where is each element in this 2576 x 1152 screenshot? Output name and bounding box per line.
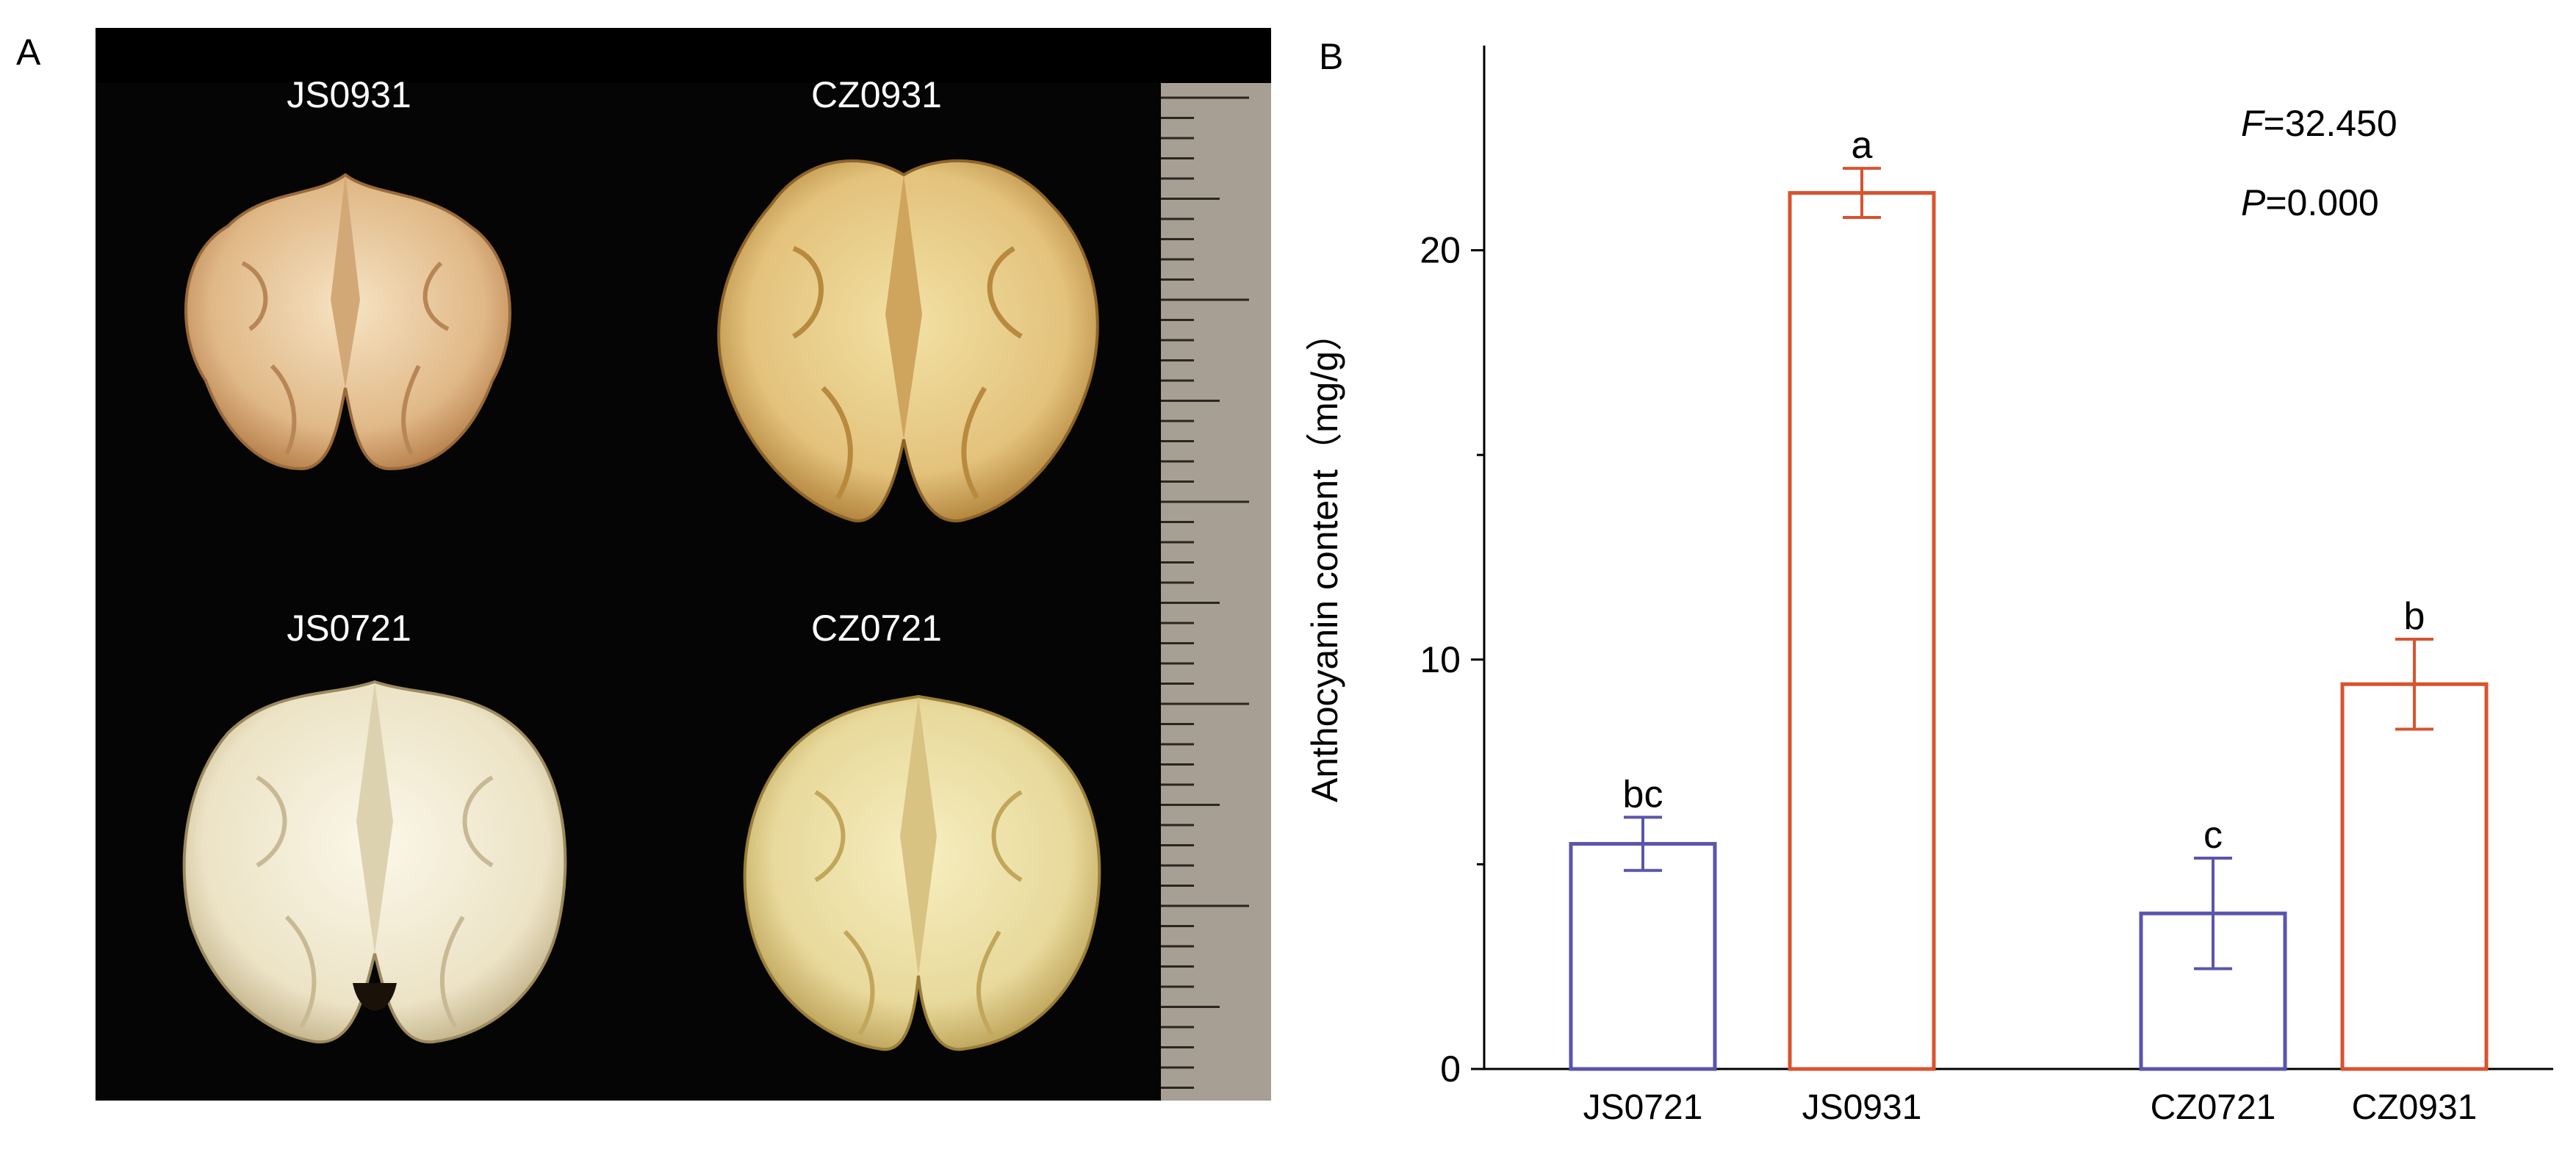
y-tick-label: 0 (1440, 1048, 1461, 1090)
significance-label-js0931: a (1852, 124, 1873, 167)
p-value: P=0.000 (2241, 182, 2379, 223)
walnut-photo-panel: JS0931 CZ0931 JS0721 CZ0721 (96, 28, 1271, 1101)
x-tick-label-js0721: JS0721 (1583, 1088, 1703, 1127)
y-axis-label: Anthocyanin content（mg/g） (1304, 314, 1345, 802)
photo-top-bar (96, 28, 1271, 83)
significance-label-cz0721: c (2203, 814, 2223, 857)
p-symbol: P (2241, 182, 2266, 223)
y-tick-label: 20 (1420, 230, 1461, 271)
photo-label-js0721: JS0721 (287, 608, 411, 649)
panel-b-label: B (1319, 36, 1344, 77)
f-value: =32.450 (2264, 103, 2397, 144)
bar-js0931 (1788, 191, 1936, 1071)
x-tick-label-cz0721: CZ0721 (2151, 1088, 2276, 1127)
bar-js0721 (1569, 842, 1717, 1071)
photo-label-js0931: JS0931 (287, 74, 411, 115)
y-tick-label: 10 (1420, 639, 1461, 680)
walnut-kernel-js0931 (184, 173, 511, 471)
measurement-ruler (1161, 83, 1271, 1101)
photo-label-cz0931: CZ0931 (811, 74, 942, 115)
significance-label-js0721: bc (1623, 773, 1663, 816)
f-statistic: F=32.450 (2241, 103, 2397, 144)
f-symbol: F (2241, 103, 2265, 144)
bar-cz0931 (2340, 682, 2489, 1071)
x-tick-label-cz0931: CZ0931 (2352, 1088, 2478, 1127)
panel-a-label: A (16, 32, 41, 73)
x-tick-label-js0931: JS0931 (1802, 1088, 1922, 1127)
photo-label-cz0721: CZ0721 (811, 608, 942, 649)
walnut-kernel-cz0931 (717, 159, 1099, 522)
walnut-kernel-cz0721 (743, 694, 1101, 1051)
anthocyanin-bar-chart: 0 10 20 bc JS0721 a JS0931 c CZ0721 b CZ0931 F=32… (1304, 46, 2553, 1127)
significance-label-cz0931: b (2404, 595, 2425, 638)
p-value-text: =0.000 (2265, 182, 2378, 223)
walnut-kernel-js0721 (182, 680, 567, 1044)
